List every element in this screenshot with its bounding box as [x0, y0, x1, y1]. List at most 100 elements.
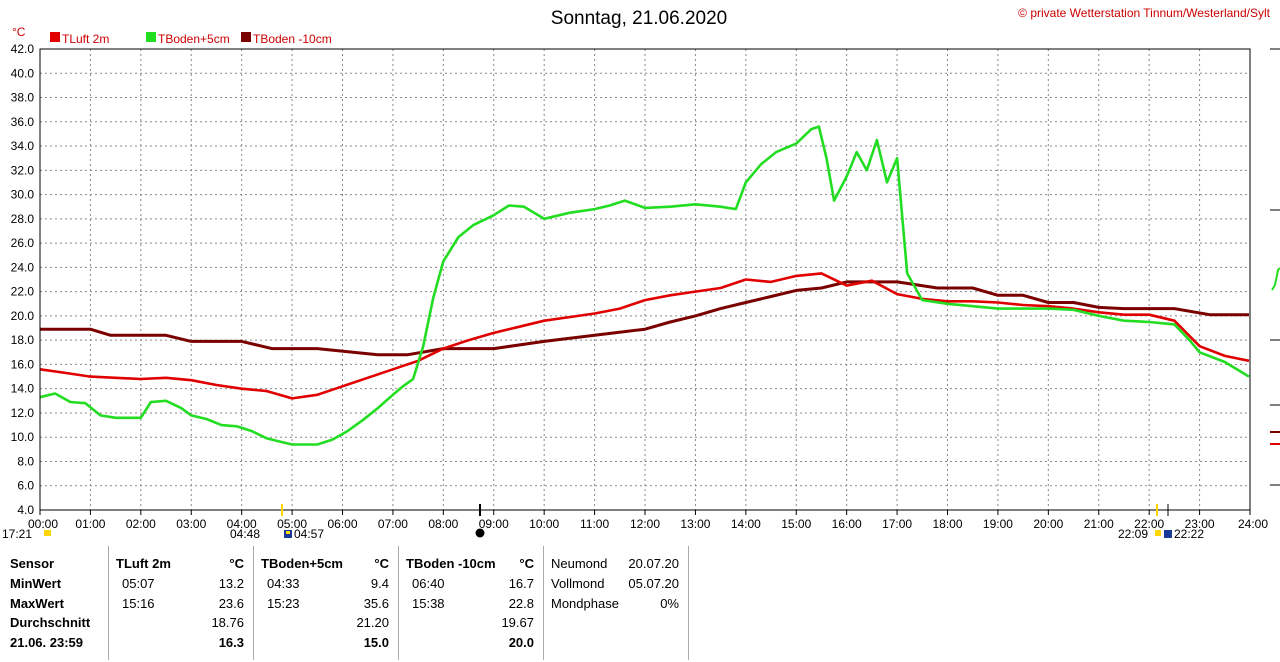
y-tick-label: 6.0 — [17, 479, 34, 493]
sensor-column: Sensor MinWert MaxWert Durchschnitt 21.0… — [8, 546, 108, 660]
panel-tboden5: TBoden+5cm °C 04:33 9.4 15:23 35.6 21.20 15… — [255, 546, 395, 660]
current-value: 16.3 — [218, 635, 244, 650]
moon-value-phase: 0% — [660, 596, 679, 611]
max-time: 15:23 — [267, 596, 300, 611]
y-axis-ticks: 4.0 6.0 8.0 10.0 12.0 14.0 16.0 18.0 20.0 22.0 24.… — [11, 42, 35, 517]
x-tick-label: 18:00 — [932, 517, 962, 531]
twilight-left-label: 04:48 — [230, 527, 260, 541]
y-tick-label: 34.0 — [11, 139, 35, 153]
y-tick-label: 24.0 — [11, 260, 35, 274]
x-tick-label: 04:00 — [227, 517, 257, 531]
series-line-tboden-10cm — [40, 280, 1249, 357]
legend-label-tboden10: TBoden -10cm — [253, 32, 332, 46]
series-lines — [39, 125, 1250, 446]
legend-swatch-tboden5 — [146, 32, 156, 42]
moon-label-new: Neumond — [551, 556, 608, 571]
avg-value: 19.67 — [501, 615, 534, 630]
max-time: 15:16 — [122, 596, 155, 611]
row-label-min: MinWert — [10, 576, 62, 591]
moon-value-new: 20.07.20 — [628, 556, 679, 571]
time-left-label: 17:21 — [2, 527, 32, 541]
sunrise-label: 04:57 — [294, 527, 324, 541]
panel-header: TLuft 2m — [116, 556, 171, 571]
moon-label-phase: Mondphase — [551, 596, 619, 611]
y-tick-label: 18.0 — [11, 333, 35, 347]
sunset-icon — [1155, 530, 1161, 536]
min-value: 16.7 — [508, 576, 534, 591]
max-value: 23.6 — [218, 596, 244, 611]
moon-panel: Neumond 20.07.20 Vollmond 05.07.20 Mondpha… — [545, 546, 685, 660]
avg-value: 21.20 — [356, 615, 389, 630]
x-tick-label: 00:00 — [28, 517, 58, 531]
divider — [543, 546, 544, 660]
current-value: 15.0 — [363, 635, 389, 650]
legend-label-tboden5: TBoden+5cm — [158, 32, 230, 46]
panel-unit: °C — [229, 556, 244, 571]
noon-sun-icon — [475, 528, 485, 538]
row-label-max: MaxWert — [10, 596, 64, 611]
divider — [108, 546, 109, 660]
divider — [398, 546, 399, 660]
x-tick-label: 10:00 — [529, 517, 559, 531]
legend-swatch-tboden10 — [241, 32, 251, 42]
divider — [253, 546, 254, 660]
y-tick-label: 30.0 — [11, 188, 35, 202]
y-tick-label: 4.0 — [17, 503, 34, 517]
panel-tboden10: TBoden -10cm °C 06:40 16.7 15:38 22.8 19.67… — [400, 546, 540, 660]
x-tick-label: 11:00 — [580, 517, 609, 531]
moon-value-full: 05.07.20 — [628, 576, 679, 591]
x-tick-label: 14:00 — [731, 517, 761, 531]
x-tick-label: 17:00 — [882, 517, 912, 531]
x-tick-label: 15:00 — [781, 517, 811, 531]
x-tick-label: 19:00 — [983, 517, 1013, 531]
x-tick-label: 16:00 — [832, 517, 862, 531]
x-tick-label: 13:00 — [680, 517, 710, 531]
plot-frame — [39, 48, 1251, 511]
copyright-text: © private Wetterstation Tinnum/Westerlan… — [1018, 6, 1271, 20]
y-tick-label: 10.0 — [11, 430, 35, 444]
y-tick-label: 12.0 — [11, 406, 35, 420]
y-tick-label: 16.0 — [11, 357, 35, 371]
sunset-label: 22:09 — [1118, 527, 1148, 541]
right-edge-fragment — [1270, 48, 1280, 486]
y-tick-label: 26.0 — [11, 236, 35, 250]
divider — [688, 546, 689, 660]
legend-label-tluft: TLuft 2m — [62, 32, 109, 46]
panel-tluft: TLuft 2m °C 05:07 13.2 15:16 23.6 18.76 16.… — [110, 546, 250, 660]
legend-swatch-tluft — [50, 32, 60, 42]
x-tick-label: 02:00 — [126, 517, 156, 531]
max-value: 35.6 — [363, 596, 389, 611]
row-label-current: 21.06. 23:59 — [10, 635, 84, 650]
x-tick-label: 22:00 — [1134, 517, 1164, 531]
x-tick-label: 05:00 — [277, 517, 307, 531]
series-line-tluft-2m — [39, 272, 1250, 400]
x-tick-label: 21:00 — [1084, 517, 1114, 531]
twilight-right-label: 22:22 — [1174, 527, 1204, 541]
y-tick-label: 40.0 — [11, 66, 35, 80]
y-tick-label: 42.0 — [11, 42, 35, 56]
panel-unit: °C — [374, 556, 389, 571]
x-tick-label: 06:00 — [327, 517, 357, 531]
x-tick-label: 12:00 — [630, 517, 660, 531]
legend: TLuft 2m TBoden+5cm TBoden -10cm — [50, 32, 332, 46]
chart-title: Sonntag, 21.06.2020 — [551, 8, 727, 29]
row-label-avg: Durchschnitt — [10, 615, 91, 630]
panel-header: TBoden+5cm — [261, 556, 343, 571]
y-tick-label: 14.0 — [11, 382, 35, 396]
avg-value: 18.76 — [211, 615, 244, 630]
panel-unit: °C — [519, 556, 534, 571]
current-value: 20.0 — [508, 635, 534, 650]
y-tick-label: 32.0 — [11, 163, 35, 177]
twilight-right-icon — [1164, 530, 1172, 538]
sensor-header: Sensor — [10, 556, 55, 571]
x-tick-label: 23:00 — [1185, 517, 1215, 531]
x-axis-ticks: 00:00 01:00 02:00 03:00 04:00 05:00 06:00 07:00… — [28, 510, 1268, 531]
moon-label-full: Vollmond — [551, 576, 605, 591]
x-tick-label: 01:00 — [75, 517, 105, 531]
max-value: 22.8 — [508, 596, 534, 611]
y-tick-label: 22.0 — [11, 285, 35, 299]
min-time: 06:40 — [412, 576, 445, 591]
sun-markers: 17:21 04:48 04:57 22:09 22:22 — [2, 504, 1204, 541]
y-tick-label: 28.0 — [11, 212, 35, 226]
x-tick-label: 03:00 — [176, 517, 206, 531]
